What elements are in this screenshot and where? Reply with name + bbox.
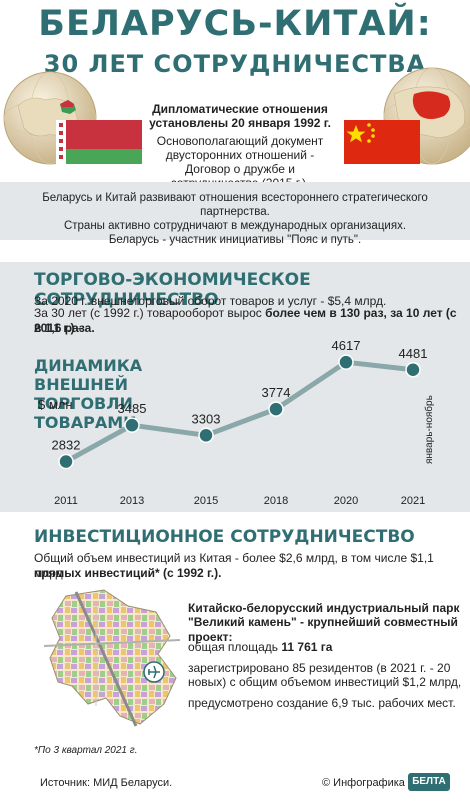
data-label: 3485 [118,401,147,416]
park-title-1: Китайско-белорусский индустриальный парк [188,601,460,615]
copyright-text: © Инфографика [322,777,405,789]
investment-heading: ИНВЕСТИЦИОННОЕ СОТРУДНИЧЕСТВО [34,527,415,547]
industrial-park-map [43,589,181,727]
trade-growth-a: За 30 лет (с 1992 г.) товарооборот вырос [34,306,266,320]
data-point [198,427,214,444]
page-title: БЕЛАРУСЬ-КИТАЙ: [38,4,432,44]
trade-growth-b: более чем в 130 раз, за 10 лет (с 2011 г… [34,306,457,335]
trade-growth-c: в 1,6 раза. [34,321,95,335]
intro-text: Беларусь и Китай развивают отношения все… [14,191,456,247]
chart-y-label: $ млн [38,397,73,412]
intro-band [0,182,470,240]
x-tick-label: 2011 [54,495,78,507]
chart-title: ДИНАМИКА ВНЕШНЕЙ ТОРГОВЛИ ТОВАРАМИ [34,356,143,432]
data-label: 3774 [262,385,291,400]
x-tick-label: 2018 [264,495,288,507]
park-jobs: предусмотрено создание 6,9 тыс. рабочих … [188,696,456,710]
park-residents-2: новых) с общим объемом инвестиций $1,2 м… [188,675,462,689]
x-tick-label: 2013 [120,495,144,507]
page-subtitle: 30 ЛЕТ СОТРУДНИЧЕСТВА [43,50,427,78]
data-point [124,417,140,433]
intro-line-2: Страны активно сотрудничают в международ… [63,220,407,232]
park-residents-1: зарегистрировано 85 резидентов (в 2021 г… [188,661,451,675]
data-label: 4481 [399,346,428,361]
data-point [268,401,284,417]
belarus-flag-icon [56,120,142,164]
data-label: 4617 [332,338,361,353]
data-point [338,354,354,370]
trade-heading: ТОРГОВО-ЭКОНОМИЧЕСКОЕ СОТРУДНИЧЕСТВО [34,270,311,310]
trade-turnover: За 2020 г. внешнеторговый оборот товаров… [34,294,387,308]
park-title-2: "Великий камень" - крупнейший совместный… [188,615,458,644]
footnote: *По 3 квартал 2021 г. [34,745,138,756]
intro-line-3: Беларусь - участник инициативы "Пояс и п… [108,234,362,246]
data-point [58,453,74,470]
source-text: Источник: МИД Беларуси. [40,777,173,789]
china-flag-icon [344,120,420,164]
trade-growth: За 30 лет (с 1992 г.) товарооборот вырос… [34,306,464,336]
x-tick-label: 2021 [401,495,425,507]
trade-section-background [0,262,470,512]
chart-annotation: январь-ноябрь [423,395,435,464]
investment-total: Общий объем инвестиций из Китая - более … [34,551,434,580]
data-label: 3303 [192,411,221,426]
x-tick-label: 2020 [334,495,358,507]
data-point [405,362,421,378]
data-label: 2832 [52,438,81,453]
investment-direct: прямых инвестиций* (с 1992 г.). [34,566,222,580]
trade-line-chart: 2832 2011 3485 2013 3303 2015 3774 2018 4617 2020… [52,338,435,507]
series-line [64,359,414,464]
belta-logo: БЕЛТА [408,773,450,791]
park-area: общая площадь 11 761 га [188,640,332,655]
diplomacy-established: Дипломатические отношения установлены 20… [149,102,331,130]
park-area-label: общая площадь [188,640,282,654]
intro-line-1: Беларусь и Китай развивают отношения все… [42,192,428,218]
x-tick-label: 2015 [194,495,218,507]
park-area-value: 11 761 га [281,640,333,654]
